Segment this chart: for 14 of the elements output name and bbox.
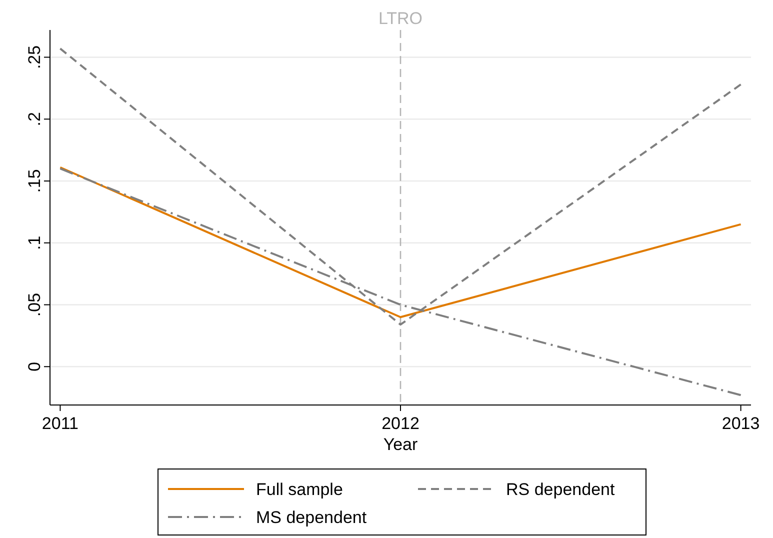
- x-tick-label: 2013: [722, 414, 760, 433]
- legend-label: RS dependent: [506, 480, 615, 499]
- y-tick-label: .25: [25, 45, 44, 70]
- legend-label: Full sample: [256, 480, 343, 499]
- x-tick-label: 2011: [42, 414, 78, 433]
- legend-label: MS dependent: [256, 508, 367, 527]
- ref-line-label: LTRO: [378, 9, 423, 28]
- y-tick-label: .15: [25, 169, 44, 193]
- y-tick-label: .05: [25, 292, 44, 317]
- y-tick-label: .2: [25, 112, 44, 126]
- x-axis-title: Year: [383, 435, 418, 454]
- y-tick-label: .1: [25, 236, 44, 250]
- x-tick-label: 2012: [382, 414, 420, 433]
- y-tick-label: 0: [25, 362, 44, 372]
